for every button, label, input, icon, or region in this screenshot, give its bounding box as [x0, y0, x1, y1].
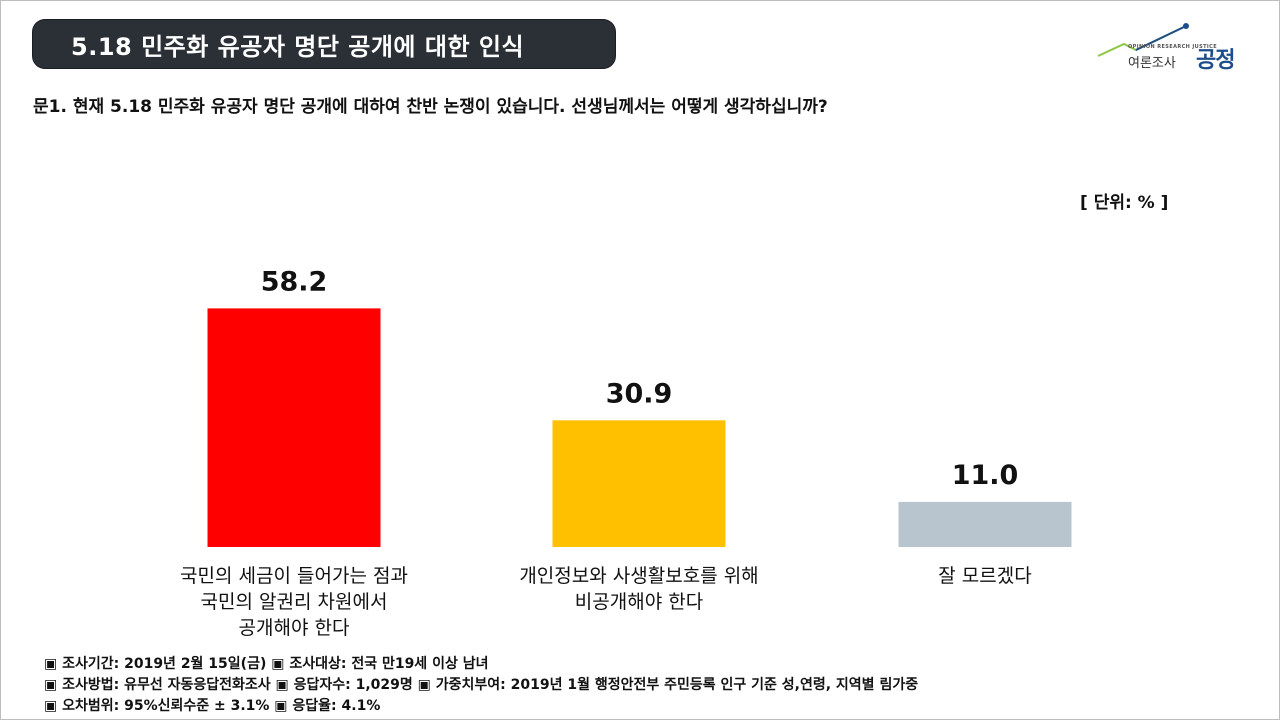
bar-1	[207, 308, 381, 547]
bar-3	[898, 501, 1072, 547]
value-label-3: 11.0	[952, 460, 1019, 491]
logo-subtitle: OPINION RESEARCH JUSTICE	[1128, 44, 1218, 50]
logo-brand-text: 공정	[1196, 48, 1235, 73]
footer-line-1: ▣ 조사기간: 2019년 2월 15일(금) ▣ 조사대상: 전국 만19세 …	[44, 656, 489, 672]
logo-mark-icon	[1097, 23, 1189, 57]
value-label-2: 30.9	[606, 378, 673, 409]
category-label-2-line-2: 비공개해야 한다	[575, 591, 703, 613]
category-label-1-line-3: 공개해야 한다	[239, 617, 350, 639]
survey-question: 문1. 현재 5.18 민주화 유공자 명단 공개에 대하여 찬반 논쟁이 있습…	[33, 97, 828, 117]
unit-label: [ 단위: % ]	[1080, 193, 1169, 213]
category-label-2-line-1: 개인정보와 사생활보호를 위해	[519, 565, 758, 587]
title-banner: 5.18 민주화 유공자 명단 공개에 대한 인식	[33, 20, 615, 68]
logo-small-text: 여론조사	[1128, 56, 1176, 71]
footer-line-3: ▣ 오차범위: 95%신뢰수준 ± 3.1% ▣ 응답율: 4.1%	[44, 698, 381, 714]
value-label-1: 58.2	[261, 266, 328, 297]
category-label-3-line-1: 잘 모르겠다	[938, 565, 1031, 587]
bar-2	[552, 420, 726, 547]
category-label-1-line-1: 국민의 세금이 들어가는 점과	[180, 565, 408, 587]
category-label-1-line-2: 국민의 알권리 차원에서	[201, 591, 388, 613]
survey-footer: ▣ 조사기간: 2019년 2월 15일(금) ▣ 조사대상: 전국 만19세 …	[44, 654, 918, 717]
footer-line-2: ▣ 조사방법: 유무선 자동응답전화조사 ▣ 응답자수: 1,029명 ▣ 가중…	[44, 677, 919, 693]
page-title: 5.18 민주화 유공자 명단 공개에 대한 인식	[71, 32, 525, 61]
